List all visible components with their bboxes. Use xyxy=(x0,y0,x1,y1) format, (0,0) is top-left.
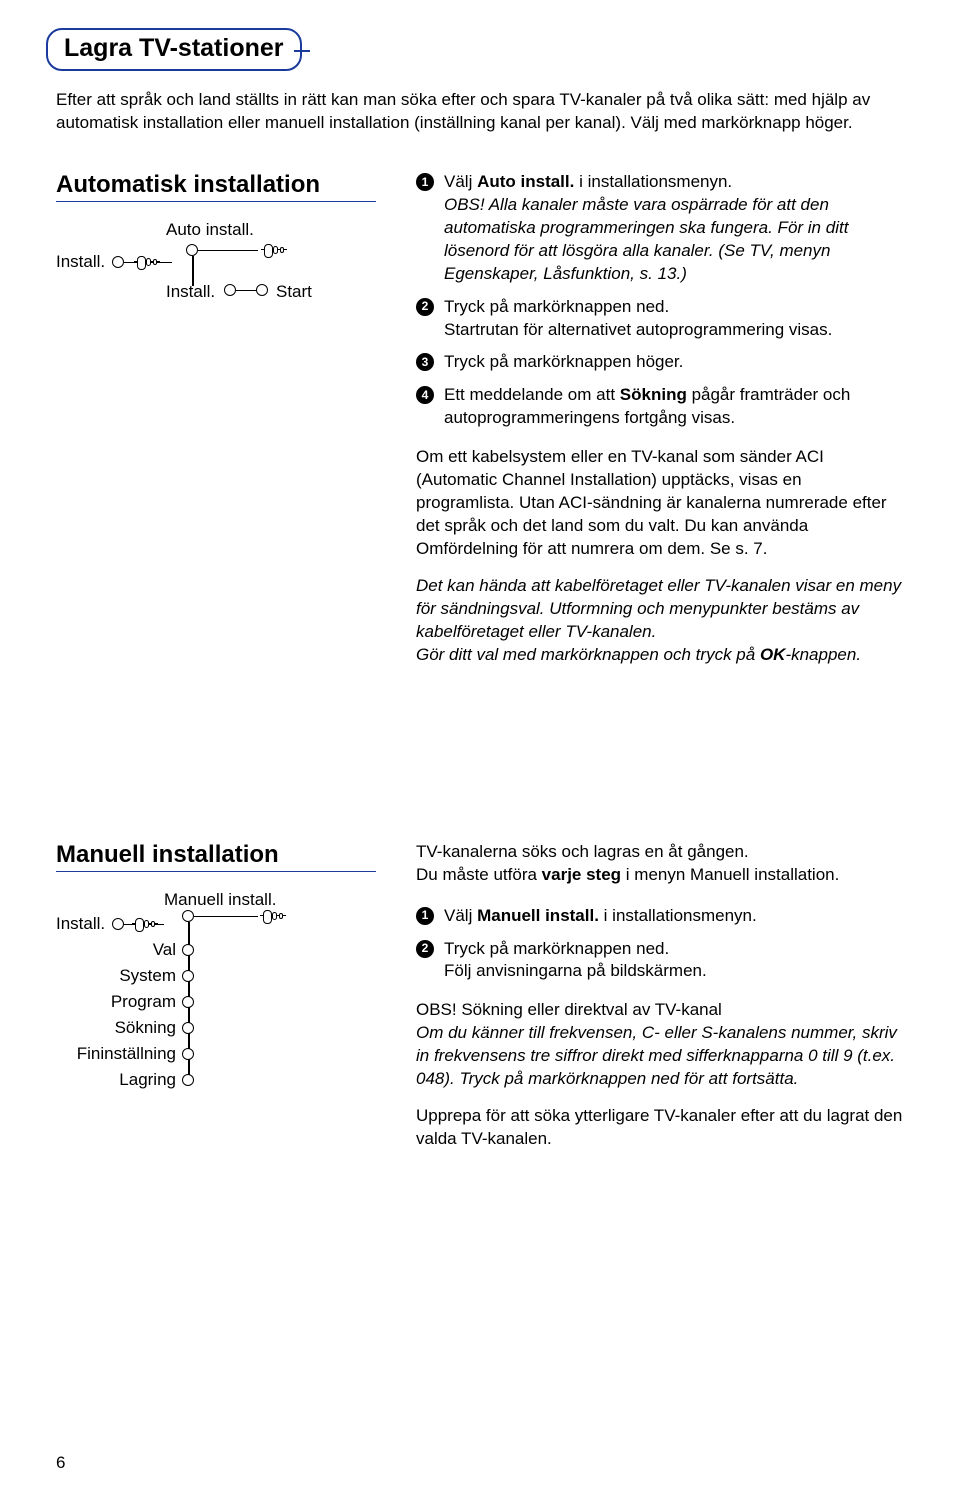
diagram-circle xyxy=(256,284,268,296)
diagram-circle xyxy=(186,244,198,256)
slider-icon xyxy=(134,255,160,269)
diagram-circle xyxy=(182,996,194,1008)
step-note: OBS! Alla kanaler måste vara ospärrade f… xyxy=(444,195,848,283)
diagram-circle xyxy=(182,1022,194,1034)
diagram-item: Program xyxy=(111,992,176,1012)
diagram-label-auto: Auto install. xyxy=(166,220,254,240)
step-text: Tryck på markörknappen höger. xyxy=(444,352,683,371)
diagram-circle xyxy=(224,284,236,296)
diagram-item: System xyxy=(119,966,176,986)
diagram-item: Val xyxy=(153,940,176,960)
auto-diagram: Install. Auto install. Install. Start xyxy=(56,220,356,310)
title-tail xyxy=(294,50,310,52)
step-text: Ett meddelande om att Sökning pågår fram… xyxy=(444,385,850,427)
bullet-icon: 1 xyxy=(416,173,434,191)
diagram-label-start: Start xyxy=(276,282,312,302)
diagram-circle xyxy=(182,970,194,982)
auto-step-2: 2 Tryck på markörknappen ned. Startrutan… xyxy=(416,296,904,342)
manual-step-2: 2 Tryck på markörknappen ned. Följ anvis… xyxy=(416,938,904,984)
obs-body: Om du känner till frekvensen, C- eller S… xyxy=(416,1023,897,1088)
page-title: Lagra TV-stationer xyxy=(46,28,302,71)
bullet-icon: 4 xyxy=(416,386,434,404)
auto-para-aci: Om ett kabelsystem eller en TV-kanal som… xyxy=(416,446,904,561)
step-text: Tryck på markörknappen ned. xyxy=(444,939,669,958)
auto-step-3: 3 Tryck på markörknappen höger. xyxy=(416,351,904,374)
auto-step-1: 1 Välj Auto install. i installationsmeny… xyxy=(416,171,904,286)
auto-step-4: 4 Ett meddelande om att Sökning pågår fr… xyxy=(416,384,904,430)
step-extra: Startrutan för alternativet autoprogramm… xyxy=(444,320,832,339)
diagram-circle xyxy=(182,1074,194,1086)
title-text: Lagra TV-stationer xyxy=(64,34,284,62)
diagram-circle xyxy=(112,918,124,930)
slider-icon xyxy=(261,243,287,257)
manual-steps: 1 Välj Manuell install. i installationsm… xyxy=(416,905,904,984)
manual-heading: Manuell installation xyxy=(56,841,376,872)
step-text: Välj Auto install. i installationsmenyn. xyxy=(444,172,732,191)
obs-title: OBS! Sökning eller direktval av TV-kanal xyxy=(416,1000,722,1019)
auto-para-cable: Det kan hända att kabelföretaget eller T… xyxy=(416,575,904,667)
auto-section: Automatisk installation Install. Auto in… xyxy=(56,171,904,681)
diagram-line xyxy=(192,256,194,286)
manual-obs: OBS! Sökning eller direktval av TV-kanal… xyxy=(416,999,904,1091)
slider-icon xyxy=(132,917,158,931)
bullet-icon: 1 xyxy=(416,907,434,925)
intro-paragraph: Efter att språk och land ställts in rätt… xyxy=(56,89,904,135)
manual-step-1: 1 Välj Manuell install. i installationsm… xyxy=(416,905,904,928)
bullet-icon: 2 xyxy=(416,940,434,958)
auto-heading: Automatisk installation xyxy=(56,171,376,202)
bullet-icon: 2 xyxy=(416,298,434,316)
diagram-label-install2: Install. xyxy=(166,282,215,302)
manual-section: Manuell installation Manuell install. In… xyxy=(56,841,904,1165)
diagram-circle xyxy=(112,256,124,268)
diagram-item: Lagring xyxy=(119,1070,176,1090)
diagram-line xyxy=(194,916,258,918)
auto-steps: 1 Välj Auto install. i installationsmeny… xyxy=(416,171,904,430)
diagram-circle xyxy=(182,1048,194,1060)
bullet-icon: 3 xyxy=(416,353,434,371)
manual-intro: TV-kanalerna söks och lagras en åt gånge… xyxy=(416,841,904,887)
page-number: 6 xyxy=(56,1453,65,1473)
diagram-item: Fininställning xyxy=(77,1044,176,1064)
manual-closing: Upprepa för att söka ytterligare TV-kana… xyxy=(416,1105,904,1151)
manual-diagram: Manuell install. Install. Val System Pro… xyxy=(56,890,356,1120)
step-text: Tryck på markörknappen ned. xyxy=(444,297,669,316)
diagram-circle xyxy=(182,910,194,922)
diagram-circle xyxy=(182,944,194,956)
step-text: Välj Manuell install. i installationsmen… xyxy=(444,906,757,925)
diagram-label-install: Install. xyxy=(56,914,105,934)
diagram-item: Sökning xyxy=(115,1018,176,1038)
diagram-label-manual: Manuell install. xyxy=(164,890,276,910)
diagram-label-install: Install. xyxy=(56,252,105,272)
step-extra: Följ anvisningarna på bildskärmen. xyxy=(444,961,707,980)
slider-icon xyxy=(260,909,286,923)
diagram-line xyxy=(198,250,258,252)
